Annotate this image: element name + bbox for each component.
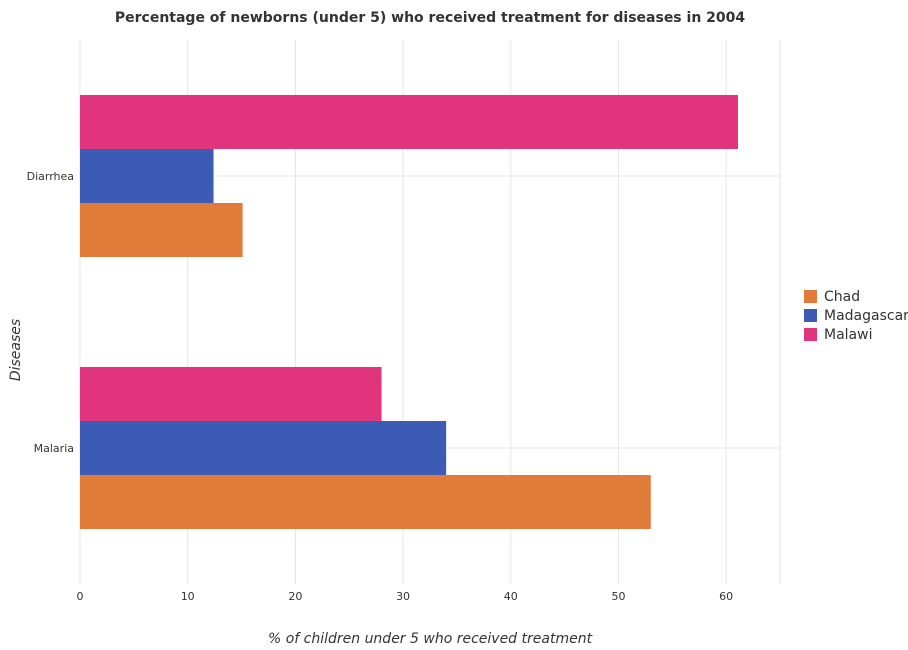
bars [80,95,738,529]
bar-madagascar-malaria [80,421,447,475]
chart-title: Percentage of newborns (under 5) who rec… [115,10,746,26]
bar-chad-diarrhea [80,203,243,257]
x-ticks: 0 10 20 30 40 50 60 [77,590,734,603]
legend: Chad Madagascar Malawi [804,289,908,343]
x-tick-label: 20 [288,590,302,603]
y-tick-label: Diarrhea [27,170,74,183]
legend-swatch-malawi [804,328,817,341]
x-tick-label: 60 [719,590,733,603]
x-tick-label: 30 [396,590,410,603]
y-ticks: Diarrhea Malaria [27,170,74,455]
x-tick-label: 10 [181,590,195,603]
x-axis-label: % of children under 5 who received treat… [268,631,593,647]
bar-madagascar-diarrhea [80,149,214,203]
bar-malawi-diarrhea [80,95,738,149]
x-tick-label: 40 [504,590,518,603]
legend-label-malawi: Malawi [824,327,872,343]
x-tick-label: 50 [611,590,625,603]
legend-label-madagascar: Madagascar [824,308,908,324]
bar-chad-malaria [80,475,651,529]
y-axis-label: Diseases [8,319,24,381]
legend-swatch-chad [804,290,817,303]
bar-malawi-malaria [80,367,382,421]
legend-label-chad: Chad [824,289,860,305]
x-tick-label: 0 [77,590,84,603]
y-tick-label: Malaria [34,442,74,455]
legend-swatch-madagascar [804,309,817,322]
